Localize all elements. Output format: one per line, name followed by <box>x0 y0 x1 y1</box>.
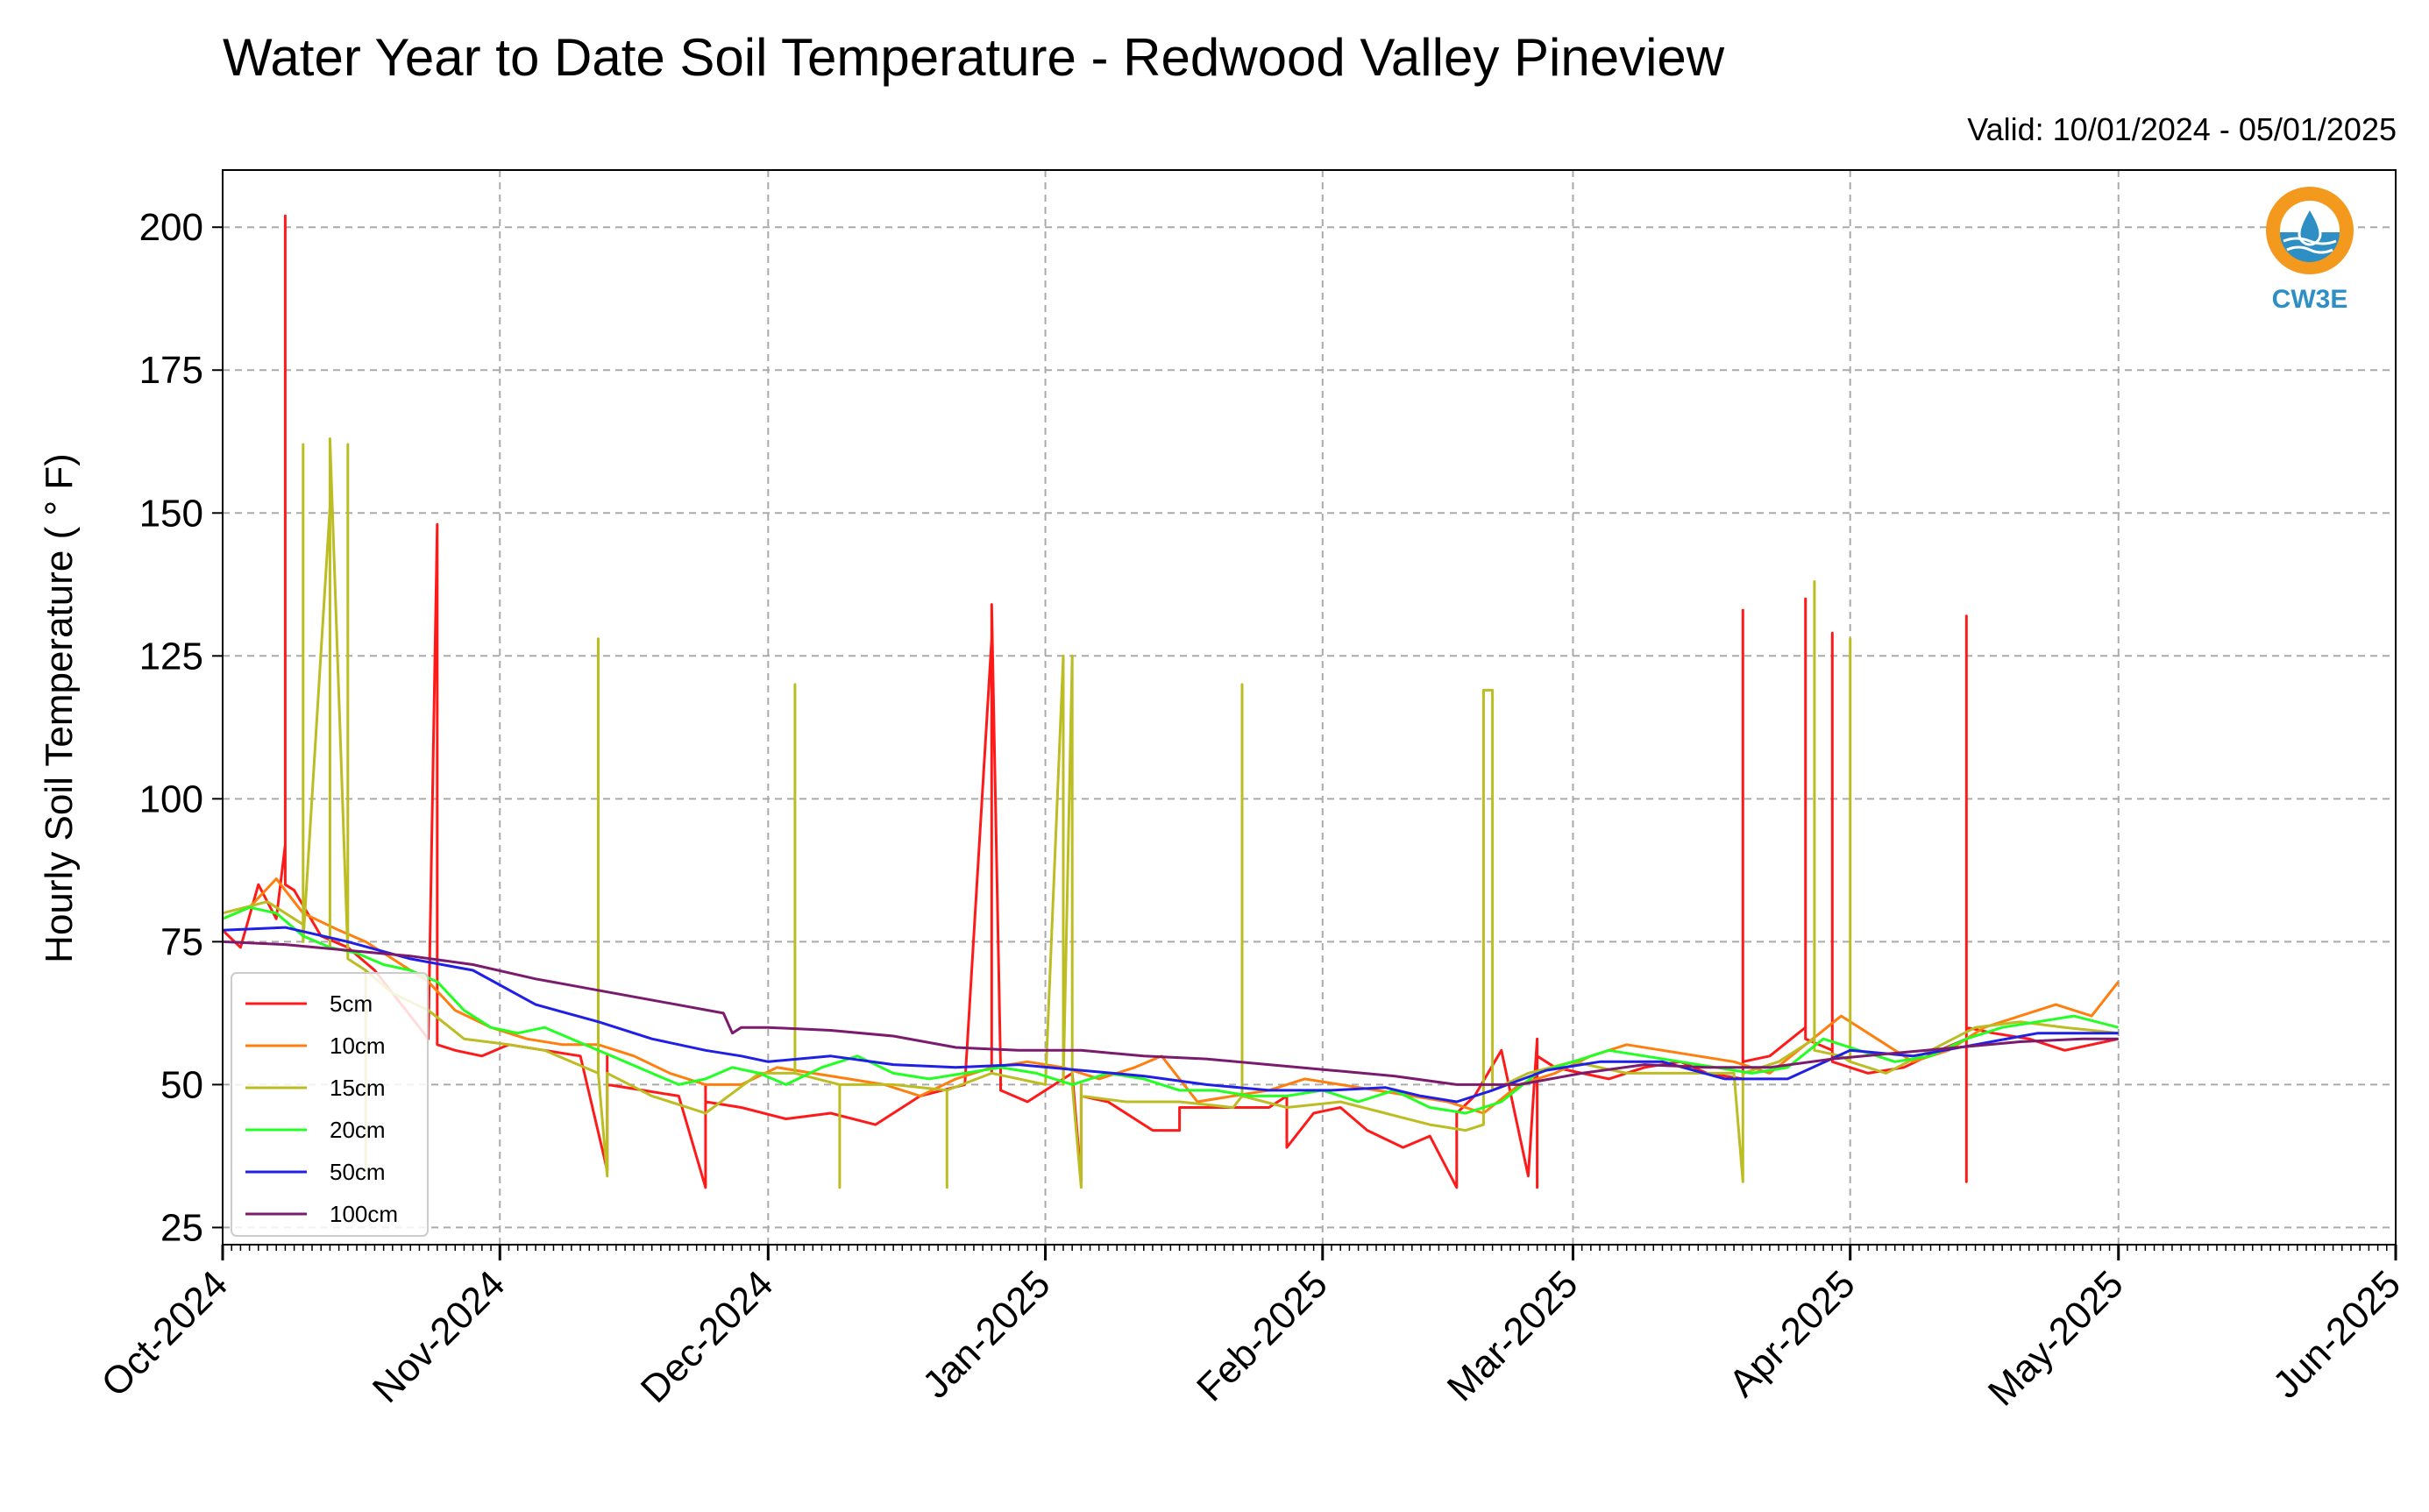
x-tick-label: Dec-2024 <box>633 1262 782 1411</box>
legend-label-20cm: 20cm <box>330 1117 386 1143</box>
cw3e-logo: CW3E <box>2266 187 2354 314</box>
y-tick-label: 125 <box>139 635 203 678</box>
logo-text: CW3E <box>2272 285 2348 314</box>
y-tick-label: 25 <box>160 1206 203 1249</box>
grid <box>222 170 2397 1245</box>
legend-label-50cm: 50cm <box>330 1159 386 1185</box>
y-tick-label: 50 <box>160 1063 203 1106</box>
series-line-10cm <box>222 877 2120 1115</box>
series-line-15cm <box>222 437 2119 1189</box>
x-tick-label: Jun-2025 <box>2265 1262 2409 1406</box>
x-axis: Oct-2024 Nov-2024 Dec-2024 Jan-2025 Feb-2025… <box>93 1245 2409 1414</box>
x-tick-label: Oct-2024 <box>93 1262 236 1405</box>
y-tick-label: 175 <box>139 349 203 392</box>
legend-label-10cm: 10cm <box>330 1033 386 1059</box>
x-tick-label: May-2025 <box>1980 1262 2132 1414</box>
y-tick-label: 75 <box>160 920 203 963</box>
series-line-50cm <box>222 926 2119 1104</box>
x-tick-label: Feb-2025 <box>1189 1262 1336 1409</box>
series-line-100cm <box>222 940 2119 1086</box>
y-axis: 25 50 75 100 125 150 175 200 <box>139 206 223 1249</box>
plot-frame <box>222 169 2397 1246</box>
chart-title: Water Year to Date Soil Temperature - Re… <box>223 28 1725 87</box>
x-tick-label: Apr-2025 <box>1721 1262 1864 1405</box>
y-tick-label: 150 <box>139 492 203 535</box>
series-line-20cm <box>222 905 2120 1115</box>
legend-box <box>231 972 429 1237</box>
x-tick-label: Jan-2025 <box>914 1262 1058 1406</box>
x-tick-label: Mar-2025 <box>1439 1262 1587 1409</box>
y-tick-label: 200 <box>139 206 203 249</box>
y-axis-label: Hourly Soil Temperature ( ° F) <box>38 453 81 963</box>
series-lines <box>221 214 2120 1189</box>
y-tick-label: 100 <box>139 777 203 820</box>
legend-label-5cm: 5cm <box>330 990 373 1017</box>
x-tick-label: Nov-2024 <box>365 1262 514 1411</box>
legend-label-15cm: 15cm <box>330 1075 386 1101</box>
series-line-5cm <box>221 214 2120 1189</box>
valid-date-range: Valid: 10/01/2024 - 05/01/2025 <box>1967 111 2397 147</box>
legend-label-100cm: 100cm <box>330 1201 398 1227</box>
legend: 5cm 10cm 15cm 20cm 50cm 100cm <box>231 972 429 1237</box>
